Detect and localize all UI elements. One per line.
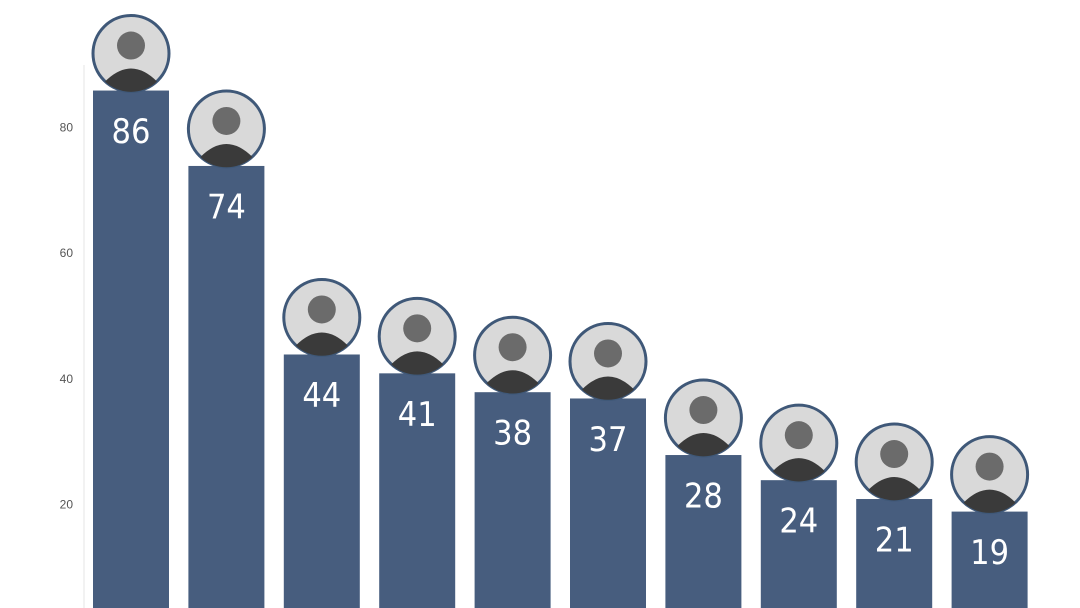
avatar-body — [582, 376, 634, 400]
avatar-body — [200, 143, 253, 168]
avatar-head — [307, 295, 336, 324]
avatar-head — [594, 339, 622, 368]
y-tick-label: 80 — [60, 120, 74, 134]
avatar — [854, 422, 934, 502]
bar — [665, 455, 742, 608]
avatar-head — [117, 31, 145, 60]
bar — [93, 90, 169, 608]
value-label: 41 — [398, 395, 437, 435]
avatar-head — [212, 106, 241, 135]
avatar — [759, 403, 839, 483]
y-tick-label: 60 — [60, 246, 74, 260]
value-label: 37 — [589, 420, 628, 460]
avatar-body — [486, 370, 539, 394]
value-label: 86 — [112, 112, 151, 152]
bar — [379, 373, 456, 608]
avatar-head — [403, 314, 432, 343]
avatar — [186, 89, 266, 169]
avatar-body — [295, 332, 348, 356]
avatar — [91, 14, 171, 94]
y-tick-label: 20 — [60, 497, 74, 511]
value-label: 19 — [970, 533, 1009, 573]
bar — [188, 165, 265, 608]
avatar — [473, 315, 553, 395]
avatar-head — [689, 396, 718, 425]
avatar-head — [975, 452, 1004, 481]
avatar-body — [391, 351, 444, 375]
bar — [474, 392, 551, 608]
avatar-body — [105, 68, 157, 92]
bar — [951, 511, 1028, 608]
bar — [856, 499, 933, 608]
avatar-head — [880, 440, 909, 469]
y-tick-label: 40 — [60, 372, 74, 386]
avatar-body — [677, 433, 730, 457]
avatar — [377, 296, 457, 376]
avatar — [950, 435, 1030, 515]
bar — [283, 354, 360, 608]
bar — [570, 398, 646, 608]
avatar-body — [963, 489, 1016, 513]
avatar — [282, 277, 362, 357]
avatar-head — [498, 333, 527, 362]
avatar — [568, 321, 648, 401]
value-label: 28 — [684, 477, 723, 517]
bar — [760, 480, 837, 608]
value-label: 74 — [207, 187, 246, 227]
avatar-body — [868, 477, 921, 501]
avatar — [663, 378, 743, 458]
avatar-head — [784, 421, 813, 450]
avatar-body — [772, 458, 825, 482]
value-label: 24 — [779, 502, 818, 542]
value-label: 21 — [875, 521, 914, 561]
value-label: 38 — [493, 414, 532, 454]
value-label: 44 — [302, 376, 341, 416]
